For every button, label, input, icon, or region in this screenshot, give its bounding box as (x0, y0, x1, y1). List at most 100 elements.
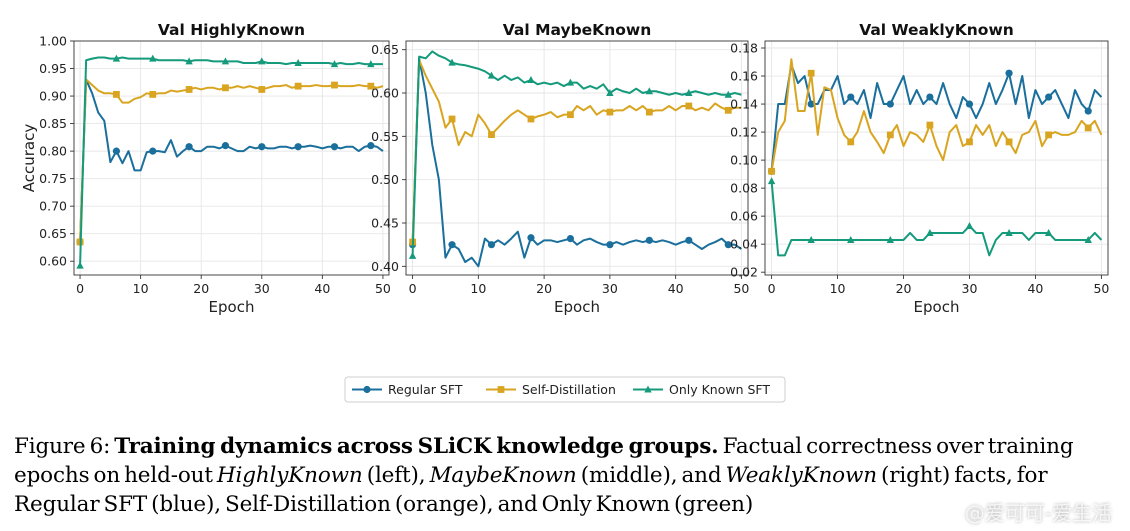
legend-marker-self-distillation (497, 386, 505, 393)
xtick-label: 30 (254, 281, 270, 296)
x-axis-label: Epoch (209, 298, 255, 316)
point-self-distillation (1084, 124, 1092, 132)
point-regular-sft (566, 235, 575, 243)
point-only-known-sft (527, 76, 535, 83)
ytick-label: 0.14 (730, 97, 758, 112)
point-self-distillation (258, 86, 266, 93)
xtick-label: 30 (602, 281, 618, 296)
point-only-known-sft (1044, 228, 1053, 236)
legend-label-only-known-sft: Only Known SFT (669, 382, 770, 397)
caption-text-2: (left), (362, 463, 430, 488)
point-regular-sft (685, 236, 693, 244)
figure-6-chart: 0.60 0.65 0.70 0.75 0.80 0.85 0.90 0.95 1.00 0 10 2… (20, 21, 1109, 403)
point-only-known-sft (258, 57, 266, 65)
plot-frame (73, 40, 390, 276)
panel-highlyknown: 0.60 0.65 0.70 0.75 0.80 0.85 0.90 0.95 1.00 0 10 2… (20, 21, 391, 316)
ytick-label: 0.95 (39, 61, 67, 76)
point-self-distillation (966, 138, 973, 146)
point-regular-sft (330, 143, 339, 151)
ytick-label: 0.85 (39, 116, 67, 131)
point-self-distillation (367, 82, 375, 90)
xtick-label: 0 (76, 281, 84, 296)
point-self-distillation (886, 131, 894, 139)
point-self-distillation (807, 69, 815, 77)
series-line-only-known-sft (770, 181, 1103, 257)
xtick-label: 40 (668, 281, 684, 296)
point-only-known-sft (566, 78, 575, 86)
xtick-label: 0 (768, 281, 776, 296)
point-regular-sft (886, 100, 894, 108)
ytick-label: 0.08 (730, 181, 758, 196)
xtick-label: 20 (193, 281, 209, 296)
point-only-known-sft (1005, 228, 1013, 236)
point-regular-sft (965, 100, 974, 108)
point-self-distillation (488, 131, 495, 138)
xtick-label: 50 (375, 281, 391, 296)
ytick-label: 0.75 (39, 171, 67, 186)
point-only-known-sft (76, 261, 84, 269)
series-line-self-distillation (411, 59, 742, 243)
point-self-distillation (149, 91, 157, 98)
caption-maybeknown: MaybeKnown (429, 463, 577, 488)
point-regular-sft (367, 142, 375, 150)
point-only-known-sft (685, 89, 693, 96)
panel-weaklyknown: 0.02 0.04 0.06 0.08 0.10 0.12 0.14 0.16 0.18 0 10 2… (730, 21, 1109, 316)
ytick-label: 0.40 (371, 259, 399, 274)
ytick-label: 0.65 (39, 226, 67, 241)
watermark: @爱可可-爱生活 (964, 501, 1112, 525)
plot-frame (764, 40, 1109, 276)
xtick-label: 20 (896, 281, 912, 296)
point-self-distillation (768, 167, 775, 175)
point-regular-sft (1005, 69, 1013, 77)
point-regular-sft (1084, 107, 1092, 115)
caption-highlyknown: HighlyKnown (216, 463, 363, 488)
point-only-known-sft (112, 54, 121, 62)
point-self-distillation (1045, 131, 1053, 139)
point-self-distillation (926, 121, 934, 129)
point-only-known-sft (330, 60, 339, 68)
point-only-known-sft (767, 177, 776, 185)
ytick-label: 0.04 (730, 237, 758, 252)
point-only-known-sft (965, 221, 974, 229)
legend-marker-only-known-sft (644, 385, 652, 393)
point-only-known-sft (185, 57, 193, 65)
point-regular-sft (487, 241, 496, 249)
plot-frame (405, 40, 749, 276)
caption-title: Training dynamics across SLiCK knowledge… (114, 434, 719, 459)
point-regular-sft (221, 142, 230, 150)
xtick-label: 30 (962, 281, 978, 296)
xtick-label: 50 (733, 281, 749, 296)
point-regular-sft (149, 147, 157, 155)
figure-caption: Figure 6: Training dynamics across SLiCK… (14, 432, 1122, 519)
point-self-distillation (185, 86, 193, 93)
ytick-label: 0.10 (730, 153, 758, 168)
point-self-distillation (222, 84, 229, 92)
series-line-regular-sft (79, 78, 384, 242)
point-only-known-sft (408, 251, 417, 259)
ytick-label: 0.55 (371, 129, 399, 144)
point-regular-sft (724, 241, 732, 249)
point-self-distillation (1005, 138, 1013, 146)
panel-maybeknown: 0.40 0.45 0.50 0.55 0.60 0.65 0 10 20 30 40 50 Val M… (371, 21, 749, 316)
xtick-label: 10 (133, 281, 149, 296)
point-regular-sft (527, 234, 535, 242)
series-line-only-known-sft (411, 50, 742, 256)
xtick-label: 0 (409, 281, 417, 296)
point-self-distillation (685, 102, 693, 110)
point-only-known-sft (807, 235, 815, 243)
legend: Regular SFT Self-Distillation Only Known S… (344, 376, 786, 403)
panel-title: Val HighlyKnown (158, 21, 305, 39)
point-only-known-sft (149, 54, 157, 62)
point-self-distillation (527, 115, 535, 123)
point-only-known-sft (606, 89, 614, 96)
point-regular-sft (926, 93, 934, 101)
ytick-label: 0.16 (730, 69, 758, 84)
xtick-label: 40 (1027, 281, 1043, 296)
ytick-label: 0.60 (371, 86, 399, 101)
ytick-label: 0.65 (371, 42, 399, 57)
point-self-distillation (331, 81, 338, 89)
xtick-label: 10 (830, 281, 846, 296)
point-only-known-sft (847, 235, 855, 243)
ytick-label: 1.00 (39, 34, 67, 49)
point-self-distillation (606, 108, 614, 116)
